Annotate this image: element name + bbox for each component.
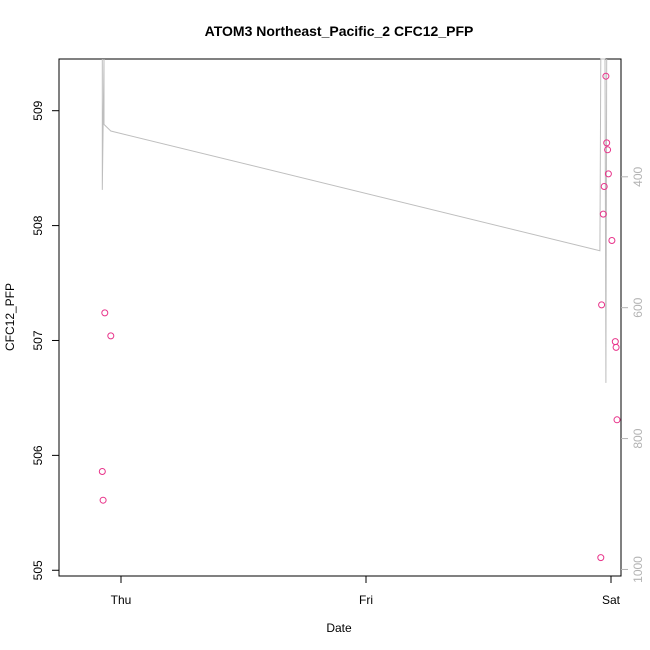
y-tick-label-1: 506 [31, 445, 45, 465]
data-point-9 [603, 139, 611, 147]
y2-tick-label-3: 1000 [631, 556, 645, 583]
data-point-4 [597, 554, 605, 562]
data-points-layer [98, 72, 621, 562]
data-point-1 [99, 496, 107, 504]
data-point-0 [98, 468, 106, 475]
data-point-11 [604, 170, 612, 178]
y2-tick-label-2: 800 [631, 428, 645, 448]
y-tick-label-3: 508 [31, 215, 45, 235]
data-point-15 [613, 416, 621, 424]
pressure-line-layer [101, 58, 608, 383]
y-axis-label: CFC12_PFP [3, 283, 17, 351]
y-tick-label-2: 507 [31, 330, 45, 350]
y-tick-label-4: 509 [31, 100, 45, 120]
x-axis-label: Date [326, 621, 352, 635]
pressure-line [101, 58, 608, 383]
y2-tick-label-0: 400 [631, 166, 645, 186]
x-tick-label-0: Thu [111, 593, 132, 607]
y2-tick-label-1: 600 [631, 297, 645, 317]
data-point-6 [599, 210, 607, 218]
y-axis: 505 506 507 508 509 [31, 100, 59, 580]
data-point-10 [604, 146, 612, 154]
data-point-12 [608, 237, 616, 244]
data-point-7 [600, 183, 608, 190]
y-tick-label-0: 505 [31, 560, 45, 580]
data-point-14 [612, 343, 620, 351]
plot-frame [58, 58, 622, 577]
x-axis: Thu Fri Sat [111, 576, 621, 607]
chart-title: ATOM3 Northeast_Pacific_2 CFC12_PFP [205, 23, 474, 39]
x-tick-label-2: Sat [602, 593, 621, 607]
data-point-8 [602, 72, 610, 80]
data-point-2 [101, 309, 109, 317]
x-tick-label-1: Fri [359, 593, 373, 607]
data-point-3 [107, 332, 115, 340]
data-point-5 [598, 301, 606, 309]
data-point-13 [611, 338, 619, 346]
y2-axis: 400 600 800 1000 [621, 166, 645, 583]
